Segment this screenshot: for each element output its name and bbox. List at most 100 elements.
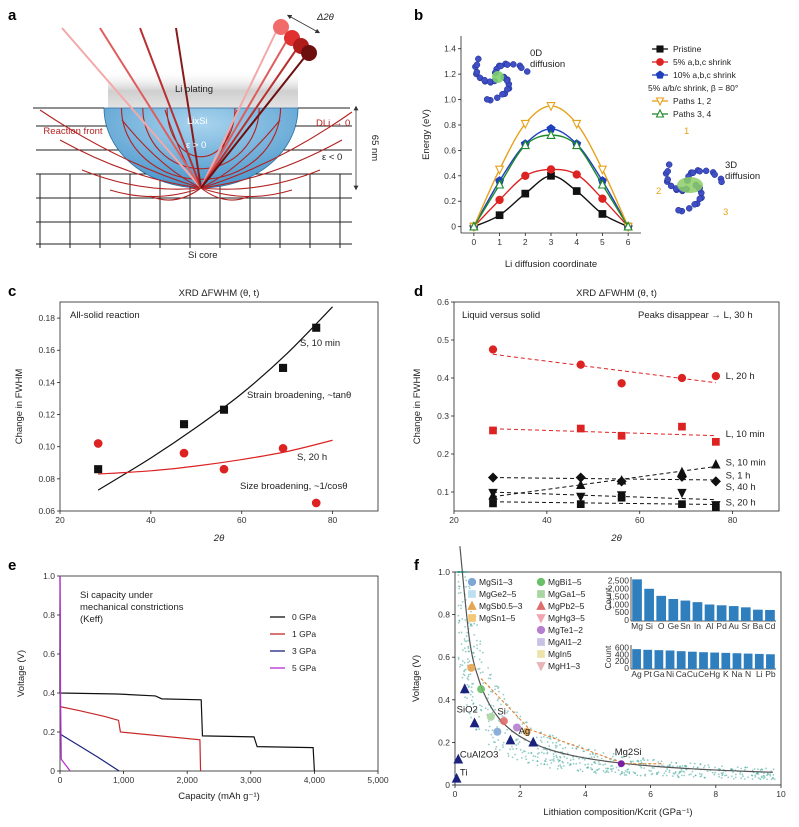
candidate-point (536, 764, 539, 767)
candidate-point (643, 759, 646, 762)
series-label-5: S, 20 h (726, 497, 756, 508)
candidate-point (674, 770, 677, 773)
candidate-point (467, 639, 470, 642)
candidate-point (621, 770, 624, 773)
mg2si-point (617, 760, 625, 768)
candidate-point (551, 759, 553, 761)
diffracted-beam (200, 49, 297, 189)
legend-header: 5% a/b/c shrink, β = 80° (648, 83, 738, 93)
y-tick-label: 1.0 (438, 567, 450, 577)
candidate-point (579, 762, 581, 764)
candidate-point (502, 741, 505, 744)
data-point (576, 360, 585, 369)
y-tick-label: 0.2 (43, 727, 55, 737)
atom (497, 62, 505, 70)
data-point (677, 488, 687, 499)
candidate-point (501, 744, 504, 746)
candidate-point (464, 640, 466, 642)
candidate-point (672, 765, 674, 768)
trend-line-4 (492, 491, 716, 501)
legend-marker (467, 600, 477, 610)
candidate-point (692, 775, 695, 778)
inset-bar (765, 610, 775, 621)
y-tick-label: 0.6 (444, 145, 456, 155)
atom (718, 178, 725, 186)
candidate-point (559, 756, 562, 759)
y-tick-label: 0.2 (437, 449, 449, 459)
reaction-front-line (200, 169, 321, 190)
candidate-point (706, 770, 709, 773)
candidate-point (463, 638, 466, 640)
candidate-point (479, 643, 482, 645)
candidate-point (498, 713, 500, 716)
candidate-point (476, 623, 478, 626)
candidate-point (725, 774, 728, 777)
y-tick-label: 1.0 (444, 95, 456, 105)
candidate-point (457, 621, 460, 624)
candidate-point (583, 758, 586, 761)
y-tick-label: 0.4 (438, 695, 450, 705)
y-tick-label: 0 (50, 766, 55, 776)
candidate-point (458, 631, 460, 634)
li-site (492, 71, 504, 83)
candidate-point (593, 771, 595, 774)
y-tick-label: 1.2 (444, 69, 456, 79)
candidate-point (494, 708, 497, 711)
candidate-point (746, 766, 749, 769)
candidate-point (714, 771, 716, 774)
atom (481, 76, 488, 84)
x-tick-label: 80 (728, 515, 738, 525)
atom (518, 64, 525, 72)
candidate-point (503, 698, 506, 701)
candidate-point (461, 601, 464, 603)
candidate-point (467, 661, 469, 664)
candidate-point (771, 776, 774, 779)
candidate-point (535, 736, 538, 739)
inset-bar (680, 600, 691, 621)
annotation-peaks: Peaks disappear → L, 30 h (638, 310, 753, 321)
candidate-point (680, 774, 683, 777)
candidate-point (470, 690, 473, 692)
candidate-point (766, 778, 768, 781)
compound-point (486, 712, 495, 721)
y-tick-label: 1.0 (43, 571, 55, 581)
candidate-point (773, 778, 776, 781)
reaction-front-line (200, 187, 251, 201)
candidate-point (519, 715, 522, 718)
data-point (494, 179, 505, 189)
candidate-point (479, 649, 481, 652)
x-tick-label: 1 (497, 237, 502, 247)
candidate-point (648, 769, 651, 772)
reference-point (459, 683, 470, 694)
candidate-point (600, 757, 603, 760)
delta-2theta-label: Δ2θ (316, 12, 335, 23)
data-point (711, 459, 721, 469)
data-point (572, 170, 581, 179)
candidate-point (628, 771, 631, 773)
x-tick-label: 20 (449, 515, 459, 525)
candidate-point (579, 768, 582, 771)
candidate-point (507, 710, 509, 712)
inset-bar (754, 653, 764, 669)
candidate-point (509, 748, 512, 751)
candidate-point (507, 752, 510, 755)
inset-bar (766, 654, 775, 669)
inset-bar (716, 605, 727, 621)
candidate-point (711, 771, 714, 774)
candidate-point (575, 762, 578, 765)
candidate-point (465, 571, 468, 573)
atom (483, 96, 491, 103)
atom (504, 61, 511, 68)
inset-bar (665, 650, 675, 669)
x-tick-label: 4 (574, 237, 579, 247)
candidate-point (557, 740, 560, 743)
path-label-1: 1 (684, 126, 689, 137)
candidate-point (516, 711, 518, 714)
candidate-point (471, 624, 473, 627)
data-point (93, 439, 103, 448)
reference-point (453, 753, 464, 764)
series-label-0: L, 20 h (726, 371, 755, 382)
candidate-point (615, 753, 617, 756)
legend-label-0: Pristine (673, 44, 702, 54)
